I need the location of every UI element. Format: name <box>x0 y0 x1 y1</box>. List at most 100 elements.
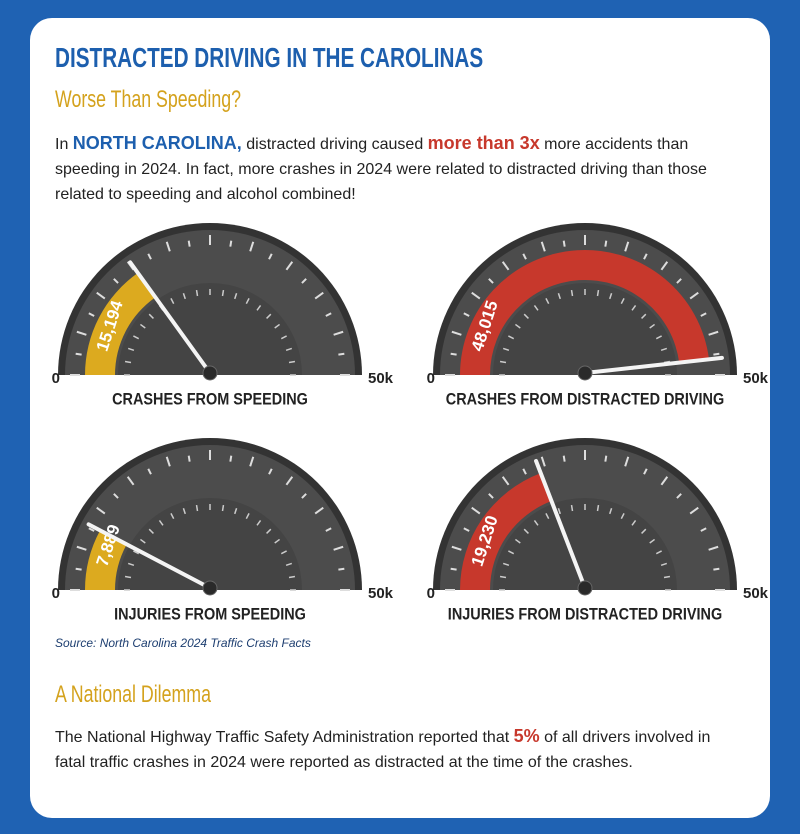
dial-tick <box>463 527 470 532</box>
highlight: more than 3x <box>427 133 540 153</box>
dial-tick <box>609 507 613 515</box>
dial-tick <box>165 456 171 467</box>
dial-tick <box>338 567 345 571</box>
dial-tick <box>285 476 294 486</box>
dial-tick <box>450 567 457 571</box>
text: distracted driving caused <box>241 136 428 153</box>
dial-tick <box>249 241 255 252</box>
dial-tick <box>165 241 171 252</box>
dial-tick <box>158 519 164 526</box>
dial-tick <box>234 507 238 515</box>
gauge-band <box>85 530 127 590</box>
needle <box>534 458 587 590</box>
dial-tick <box>256 519 262 526</box>
dial-tick <box>195 504 199 512</box>
dial-tick <box>133 550 140 555</box>
dial-tick <box>689 506 699 515</box>
dial-tick <box>268 468 273 475</box>
dial-tick <box>451 545 462 551</box>
intro: In NORTH CAROLINA, distracted driving ca… <box>55 131 745 207</box>
dial-tick <box>268 253 273 260</box>
dial-tick <box>274 538 281 544</box>
tick-label: 50k <box>368 585 394 602</box>
dial-tick <box>314 291 324 300</box>
needle <box>128 260 212 375</box>
dial-tick <box>301 493 307 499</box>
dial-tick <box>522 468 527 475</box>
dial-tick <box>604 240 608 247</box>
hub <box>202 580 218 596</box>
dial-tick <box>522 253 527 260</box>
dial-tick <box>643 253 648 260</box>
tick-label: 50k <box>743 370 769 387</box>
dial-tick <box>88 527 95 532</box>
gauge-inner <box>118 498 302 590</box>
dial-tick <box>450 352 457 356</box>
title: DISTRACTED DRIVING IN THE CAROLINAS <box>55 42 484 73</box>
dial-tick <box>514 538 521 544</box>
dial-tick <box>499 360 507 364</box>
dial-tick <box>229 240 233 247</box>
dial-tick <box>523 528 529 534</box>
needle <box>86 522 212 590</box>
dial-tick <box>557 292 561 300</box>
dial-tick <box>620 298 625 305</box>
dial-tick <box>147 468 152 475</box>
gauge-inner <box>493 498 677 590</box>
dial-tick <box>285 261 294 271</box>
dial-tick <box>96 506 106 515</box>
dial-tick <box>288 360 296 364</box>
dial-tick <box>700 527 707 532</box>
dial-tick <box>148 528 154 534</box>
dial-tick <box>624 241 630 252</box>
dial-tick <box>245 513 250 520</box>
dial-tick <box>285 562 293 566</box>
dial-tick <box>76 545 87 551</box>
dial-tick <box>221 289 225 297</box>
dial-tick <box>221 504 225 512</box>
dial-tick <box>266 313 272 319</box>
dial-tick <box>570 289 574 297</box>
dial-tick <box>660 261 669 271</box>
dial-tick <box>708 330 719 336</box>
dial-tick <box>655 335 662 340</box>
dial-tick <box>501 261 510 271</box>
dial-tick <box>604 455 608 462</box>
dial-tick <box>325 527 332 532</box>
dial-tick <box>562 455 566 462</box>
dial-tick <box>314 506 324 515</box>
dial-tick <box>713 352 720 356</box>
source: Source: North Carolina 2024 Traffic Cras… <box>55 636 311 650</box>
dial-tick <box>596 504 600 512</box>
dial-tick <box>285 347 293 351</box>
dial-tick <box>596 289 600 297</box>
card <box>30 18 770 818</box>
dial-tick <box>139 323 146 329</box>
dial-tick <box>256 304 262 311</box>
highlight: 5% <box>513 726 540 746</box>
dial-tick <box>641 528 647 534</box>
tick-label: 0 <box>52 370 60 387</box>
dial-tick <box>488 278 494 284</box>
dial-tick <box>325 312 332 317</box>
dial-tick <box>545 513 550 520</box>
gauge-title: INJURIES FROM SPEEDING <box>114 605 306 623</box>
dial-tick <box>139 538 146 544</box>
text: more accidents than speeding in 2024. In… <box>55 136 707 203</box>
gauge-title: INJURIES FROM DISTRACTED DRIVING <box>448 605 722 623</box>
dial-tick <box>170 513 175 520</box>
dial-tick <box>338 352 345 356</box>
dial-tick <box>663 575 671 579</box>
dial-tick <box>631 304 637 311</box>
dial-tick <box>170 298 175 305</box>
dial-tick <box>502 347 510 351</box>
dial-tick <box>471 506 481 515</box>
highlight: NORTH CAROLINA, <box>72 133 242 153</box>
tick-label: 0 <box>427 585 435 602</box>
dial-tick <box>127 562 135 566</box>
dial-tick <box>280 335 287 340</box>
dial-tick <box>676 278 682 284</box>
section-heading: A National Dilemma <box>55 681 211 708</box>
dial-tick <box>641 313 647 319</box>
